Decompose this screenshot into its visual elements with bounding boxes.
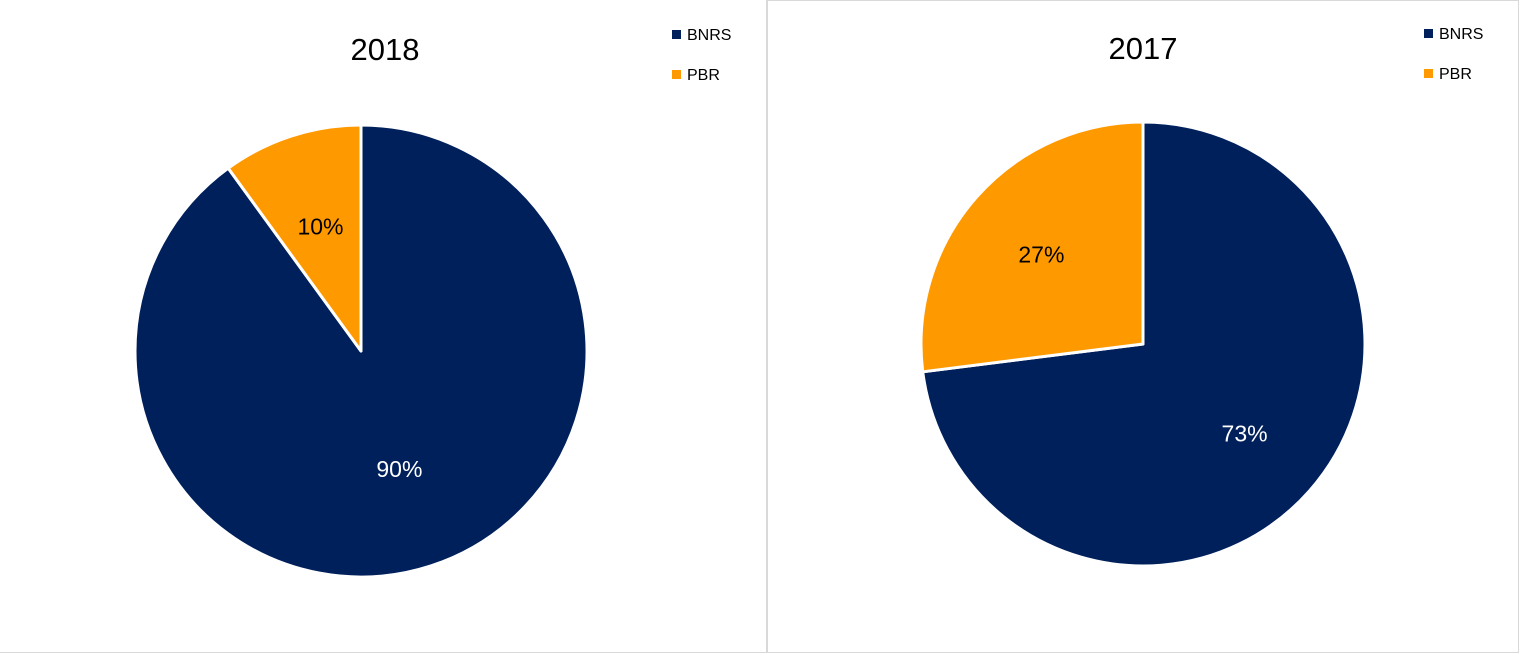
chart-title: 2018 — [351, 32, 420, 67]
chart-title: 2017 — [1109, 31, 1178, 66]
legend-label-bnrs: BNRS — [1439, 26, 1483, 43]
legend: BNRS PBR — [1424, 26, 1483, 83]
pie-data-labels: 73% 27% — [1018, 241, 1267, 446]
legend-swatch-bnrs — [1424, 29, 1433, 38]
pie-chart-2017-svg: 2017 BNRS PBR 73% 27% — [919, 26, 1483, 568]
data-label-bnrs: 73% — [1222, 421, 1268, 447]
pie-slice-pbr — [919, 120, 1145, 374]
data-label-pbr: 10% — [297, 213, 343, 239]
legend-swatch-bnrs — [672, 30, 681, 39]
pie-chart-2017: 2017 BNRS PBR 73% 27% — [767, 0, 1519, 653]
legend-swatch-pbr — [1424, 69, 1433, 78]
legend-label-pbr: PBR — [687, 67, 720, 84]
legend: BNRS PBR — [672, 27, 731, 84]
data-label-pbr: 27% — [1018, 241, 1064, 267]
pie-chart-2018: 2018 BNRS PBR 90% 10% — [0, 0, 767, 653]
pie-slices — [133, 123, 589, 579]
legend-swatch-pbr — [672, 70, 681, 79]
pie-slices — [919, 120, 1367, 568]
pie-data-labels: 90% 10% — [297, 213, 422, 482]
pie-slice-pbr — [226, 123, 363, 353]
pie-chart-2018-svg: 2018 BNRS PBR 90% 10% — [133, 27, 731, 579]
legend-label-pbr: PBR — [1439, 66, 1472, 83]
data-label-bnrs: 90% — [376, 456, 422, 482]
legend-label-bnrs: BNRS — [687, 27, 731, 44]
